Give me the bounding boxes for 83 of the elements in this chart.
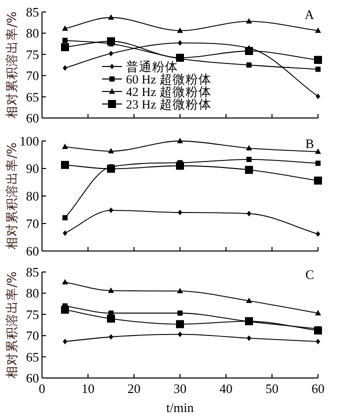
y-tick-label: 85	[26, 4, 39, 20]
x-tick-label: 40	[220, 381, 232, 396]
point	[62, 144, 68, 149]
point	[176, 162, 184, 170]
point	[108, 148, 114, 154]
y-tick-label: 60	[26, 370, 39, 386]
point	[176, 320, 184, 328]
legend-label: 42 Hz 超微粉体	[126, 85, 212, 99]
point	[108, 50, 114, 56]
point	[62, 338, 68, 344]
y-tick-label: 75	[26, 46, 39, 62]
point	[315, 27, 321, 33]
point	[177, 288, 183, 294]
point	[177, 138, 183, 144]
point	[108, 334, 114, 340]
y-tick-label: 85	[26, 264, 39, 280]
x-tick-label: 10	[82, 381, 94, 396]
point	[316, 338, 320, 344]
point	[177, 27, 183, 33]
point	[108, 208, 114, 214]
y-tick-label: 65	[26, 89, 39, 104]
point	[315, 310, 321, 316]
point	[246, 18, 252, 24]
y-tick-label: 70	[26, 216, 39, 231]
y-tick-label: 70	[26, 328, 39, 344]
point	[62, 215, 68, 220]
x-axis-title: t/min	[166, 400, 194, 415]
legend-label: 23 Hz 超微粉体	[126, 98, 212, 112]
point	[246, 62, 252, 68]
y-tick-label: 100	[20, 134, 39, 148]
point	[108, 287, 114, 293]
y-axis-title: 相对累积溶出率/%	[4, 271, 19, 379]
point	[62, 65, 68, 71]
point	[62, 278, 68, 284]
chart-title: C	[305, 267, 314, 282]
point	[178, 210, 182, 216]
chart-title: B	[305, 136, 314, 151]
x-tick-label: 0	[38, 381, 46, 396]
y-tick-label: 90	[26, 161, 39, 176]
x-tick-label: 20	[128, 381, 140, 396]
y-tick-label: 80	[26, 286, 39, 301]
point	[61, 306, 69, 314]
point	[314, 176, 322, 185]
y-axis-title: 相对累积溶出率/%	[4, 142, 19, 250]
point	[61, 43, 69, 52]
y-tick-label: 75	[26, 306, 39, 322]
point	[246, 210, 252, 216]
point	[315, 160, 321, 166]
point	[316, 231, 320, 237]
legend-label: 普通粉体	[126, 59, 178, 74]
point	[245, 47, 253, 56]
point	[315, 148, 321, 154]
x-tick-label: 60	[312, 381, 324, 396]
point	[62, 38, 68, 44]
point	[316, 94, 320, 100]
point	[314, 56, 322, 64]
point	[315, 66, 321, 72]
legend-label: 60 Hz 超微粉体	[126, 72, 212, 86]
y-axis-title: 相对累积溶出率/%	[4, 11, 19, 119]
point	[246, 335, 252, 341]
point	[246, 156, 252, 162]
y-tick-label: 65	[26, 349, 39, 364]
point	[107, 37, 115, 46]
point	[107, 314, 115, 323]
point	[245, 166, 253, 174]
y-tick-label: 60	[26, 110, 39, 126]
point	[176, 54, 184, 62]
point	[178, 332, 182, 338]
point	[178, 40, 182, 46]
y-tick-label: 80	[26, 26, 39, 41]
point	[61, 160, 69, 169]
chart-title: A	[304, 7, 315, 22]
point	[177, 310, 183, 316]
x-tick-label: 30	[174, 381, 186, 396]
point	[314, 326, 322, 335]
point	[246, 298, 252, 304]
point	[246, 144, 252, 150]
point	[107, 164, 115, 173]
x-tick-label: 50	[266, 381, 278, 396]
y-tick-label: 80	[26, 188, 39, 204]
y-tick-label: 60	[26, 244, 39, 258]
y-tick-label: 70	[26, 68, 39, 84]
point	[62, 230, 68, 236]
